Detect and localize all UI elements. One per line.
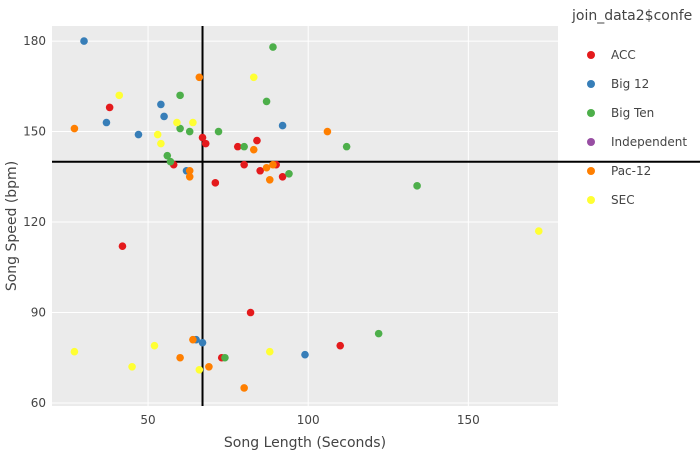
data-point-acc <box>336 341 345 350</box>
data-point-big-12 <box>301 350 309 359</box>
data-point-big-ten <box>221 353 229 362</box>
data-point-sec <box>534 227 543 235</box>
data-point-pac-12 <box>269 160 277 169</box>
data-point-pac-12 <box>195 73 204 82</box>
data-point-pac-12 <box>189 335 197 344</box>
y-tick-labels: 60 90 120 150 180 <box>23 34 46 410</box>
data-point-pac-12 <box>176 353 184 362</box>
data-point-big-12 <box>198 338 207 347</box>
data-point-big-ten <box>214 127 223 136</box>
x-tick-labels: 50 100 150 <box>140 413 479 427</box>
y-tick-label: 60 <box>31 396 46 410</box>
data-point-big-ten <box>163 151 172 160</box>
data-point-big-ten <box>176 124 184 133</box>
data-point-big-ten <box>413 182 421 190</box>
legend-marker <box>587 109 595 117</box>
data-point-pac-12 <box>185 172 194 181</box>
data-point-big-ten <box>176 91 184 100</box>
data-point-pac-12 <box>249 145 258 154</box>
legend-label: Independent <box>611 135 687 149</box>
data-point-big-12 <box>278 121 287 130</box>
data-point-big-ten <box>166 157 175 166</box>
data-point-sec <box>70 347 79 356</box>
data-point-sec <box>153 130 162 139</box>
data-points <box>70 37 543 392</box>
x-tick-label: 150 <box>457 413 480 427</box>
legend: ACC Big 12 Big Ten Independent Pac-12 SEC <box>587 48 687 207</box>
data-point-big-12 <box>160 112 168 121</box>
data-point-acc <box>246 308 255 317</box>
data-point-acc <box>240 160 248 169</box>
data-point-pac-12 <box>70 124 79 133</box>
data-point-sec <box>173 118 181 127</box>
data-point-acc <box>198 133 207 142</box>
data-point-pac-12 <box>205 362 213 371</box>
legend-label: Big 12 <box>611 77 649 91</box>
x-tick-label: 50 <box>140 413 155 427</box>
data-point-big-12 <box>102 118 111 127</box>
legend-label: SEC <box>611 193 635 207</box>
x-tick-label: 100 <box>297 413 320 427</box>
x-axis-title: Song Length (Seconds) <box>224 435 386 450</box>
data-point-pac-12 <box>185 166 194 175</box>
data-point-acc <box>253 136 261 145</box>
data-point-acc <box>201 139 210 148</box>
y-axis-title: Song Speed (bpm) <box>4 161 20 291</box>
data-point-acc <box>233 142 242 151</box>
data-point-big-ten <box>342 142 351 151</box>
legend-title: join_data2$confe <box>571 8 692 24</box>
legend-label: Big Ten <box>611 106 654 120</box>
data-point-sec <box>157 139 165 148</box>
data-point-big-ten <box>262 97 271 106</box>
legend-marker <box>587 51 595 59</box>
data-point-big-ten <box>285 169 293 178</box>
legend-label: ACC <box>611 48 636 62</box>
data-point-pac-12 <box>262 163 271 172</box>
y-tick-label: 120 <box>23 215 46 229</box>
data-point-big-ten <box>374 329 383 338</box>
legend-marker <box>587 196 595 204</box>
data-point-big-ten <box>240 142 248 151</box>
plot-background <box>52 26 558 406</box>
data-point-acc <box>256 166 264 175</box>
data-point-acc <box>118 242 127 250</box>
legend-marker <box>587 80 595 88</box>
data-point-acc <box>105 103 114 112</box>
data-point-sec <box>195 366 204 374</box>
data-point-sec <box>150 341 159 350</box>
data-point-pac-12 <box>265 176 274 184</box>
data-point-sec <box>115 91 124 100</box>
y-tick-label: 150 <box>23 125 46 139</box>
y-tick-label: 180 <box>23 34 46 48</box>
data-point-acc <box>278 172 287 181</box>
data-point-big-ten <box>269 43 277 51</box>
data-point-pac-12 <box>240 384 248 392</box>
y-tick-label: 90 <box>31 306 46 320</box>
data-point-big-12 <box>157 100 165 109</box>
data-point-acc <box>211 179 220 187</box>
data-point-sec <box>189 118 197 127</box>
data-point-pac-12 <box>323 127 332 136</box>
data-point-big-ten <box>185 127 194 136</box>
legend-marker <box>587 167 595 175</box>
data-point-sec <box>265 347 274 356</box>
data-point-big-12 <box>134 130 143 139</box>
legend-label: Pac-12 <box>611 164 651 178</box>
data-point-big-12 <box>80 37 88 45</box>
data-point-sec <box>249 73 258 82</box>
legend-marker <box>587 138 595 146</box>
data-point-sec <box>128 362 136 371</box>
